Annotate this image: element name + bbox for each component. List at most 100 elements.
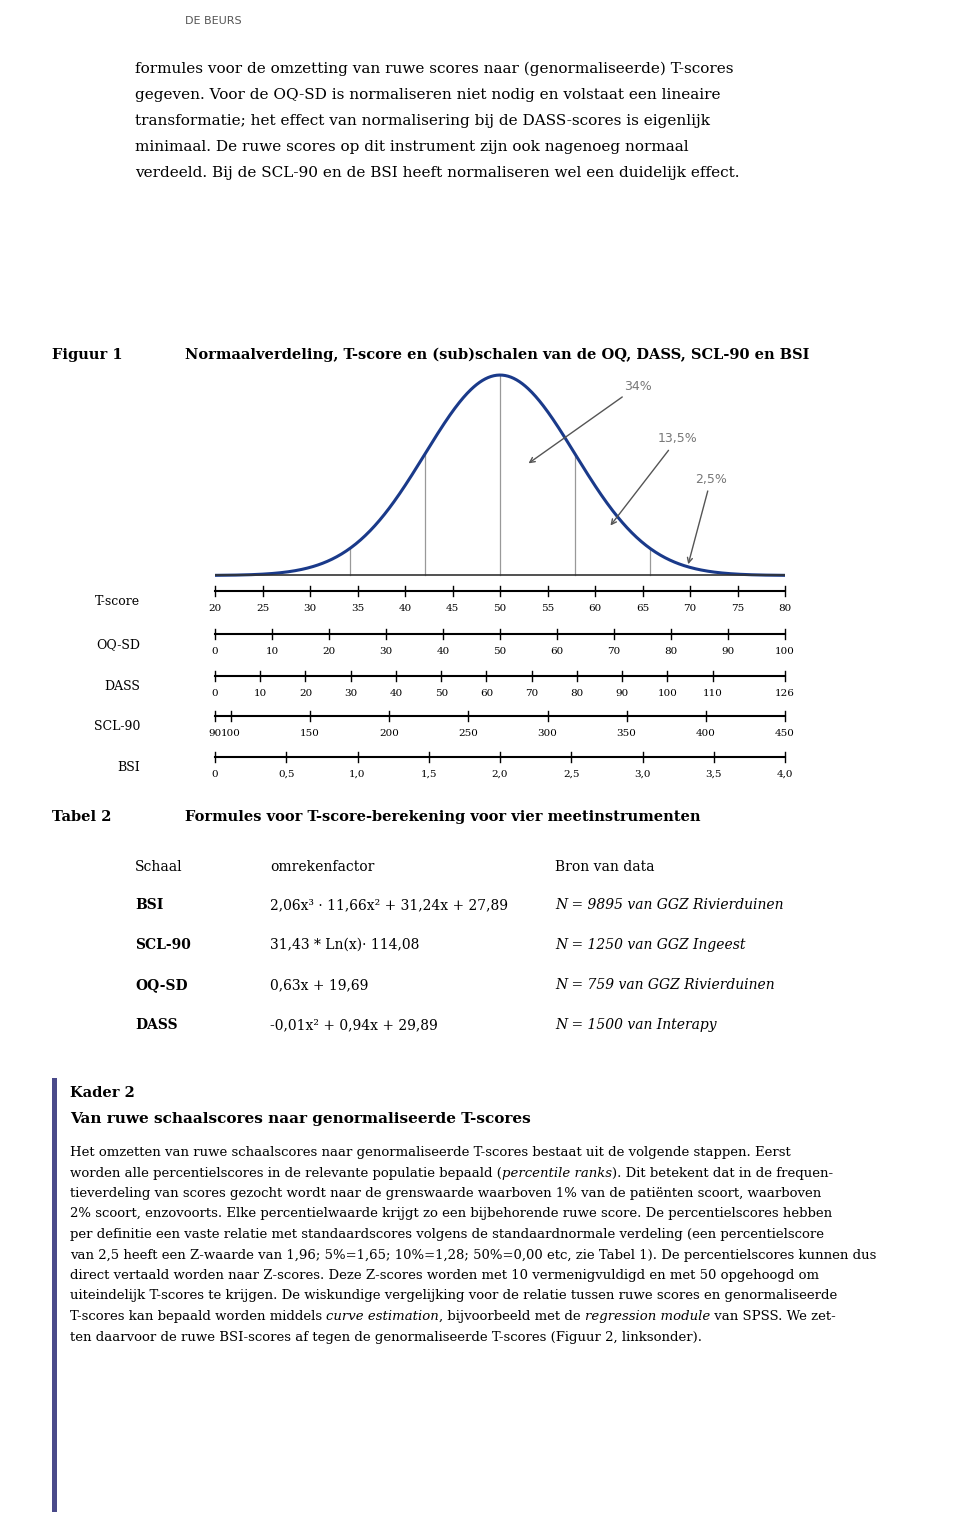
Text: 25: 25 <box>256 604 269 613</box>
Text: curve estimation: curve estimation <box>326 1310 439 1323</box>
Text: gegeven. Voor de OQ-SD is normaliseren niet nodig en volstaat een lineaire: gegeven. Voor de OQ-SD is normaliseren n… <box>135 88 721 102</box>
Text: 20: 20 <box>299 689 312 699</box>
Text: N = 9895 van GGZ Rivierduinen: N = 9895 van GGZ Rivierduinen <box>555 898 783 912</box>
Text: 70: 70 <box>525 689 539 699</box>
Text: 100: 100 <box>221 729 241 738</box>
Text: N = 759 van GGZ Rivierduinen: N = 759 van GGZ Rivierduinen <box>555 979 775 992</box>
Text: 90: 90 <box>615 689 629 699</box>
Text: DE BEURS: DE BEURS <box>185 17 242 26</box>
Text: omrekenfactor: omrekenfactor <box>270 860 374 874</box>
Text: van SPSS. We zet-: van SPSS. We zet- <box>710 1310 836 1323</box>
Text: 40: 40 <box>390 689 402 699</box>
Text: minimaal. De ruwe scores op dit instrument zijn ook nagenoeg normaal: minimaal. De ruwe scores op dit instrume… <box>135 140 688 154</box>
Text: 0,5: 0,5 <box>278 770 295 779</box>
Text: Formules voor T-score-berekening voor vier meetinstrumenten: Formules voor T-score-berekening voor vi… <box>185 810 701 823</box>
Text: 110: 110 <box>703 689 723 699</box>
Text: 80: 80 <box>570 689 584 699</box>
Text: 4,0: 4,0 <box>777 770 793 779</box>
Text: 13,5%: 13,5% <box>612 432 697 524</box>
Text: 40: 40 <box>437 647 449 656</box>
Text: OQ-SD: OQ-SD <box>96 638 140 651</box>
Text: 1,0: 1,0 <box>349 770 366 779</box>
Text: 20: 20 <box>208 604 222 613</box>
Text: N = 1500 van Interapy: N = 1500 van Interapy <box>555 1018 716 1032</box>
Text: 55: 55 <box>540 604 554 613</box>
Text: T-score: T-score <box>95 595 140 607</box>
Text: T-scores kan bepaald worden middels: T-scores kan bepaald worden middels <box>70 1310 326 1323</box>
Text: 75: 75 <box>731 604 744 613</box>
Text: 34%: 34% <box>530 379 652 463</box>
Text: 2,5: 2,5 <box>563 770 580 779</box>
Text: 100: 100 <box>658 689 678 699</box>
Text: Figuur 1: Figuur 1 <box>52 349 123 362</box>
Text: formules voor de omzetting van ruwe scores naar (genormaliseerde) T-scores: formules voor de omzetting van ruwe scor… <box>135 62 733 76</box>
Text: 10: 10 <box>265 647 278 656</box>
Text: 0: 0 <box>212 647 218 656</box>
Text: 0,63x + 19,69: 0,63x + 19,69 <box>270 979 369 992</box>
Text: ten daarvoor de ruwe BSI-scores af tegen de genormaliseerde T-scores (Figuur 2, : ten daarvoor de ruwe BSI-scores af tegen… <box>70 1330 702 1344</box>
Text: DASS: DASS <box>104 680 140 693</box>
Text: 90: 90 <box>721 647 734 656</box>
Text: Schaal: Schaal <box>135 860 182 874</box>
Text: 10: 10 <box>253 689 267 699</box>
Text: 90: 90 <box>208 729 222 738</box>
Text: Tabel 2: Tabel 2 <box>52 810 111 823</box>
Text: worden alle percentielscores in de relevante populatie bepaald (: worden alle percentielscores in de relev… <box>70 1166 502 1180</box>
Text: 150: 150 <box>300 729 320 738</box>
Text: per definitie een vaste relatie met standaardscores volgens de standaardnormale : per definitie een vaste relatie met stan… <box>70 1228 824 1240</box>
Text: 80: 80 <box>779 604 792 613</box>
Text: transformatie; het effect van normalisering bij de DASS-scores is eigenlijk: transformatie; het effect van normaliser… <box>135 114 710 128</box>
Text: 350: 350 <box>616 729 636 738</box>
Text: uiteindelijk T-scores te krijgen. De wiskundige vergelijking voor de relatie tus: uiteindelijk T-scores te krijgen. De wis… <box>70 1289 837 1303</box>
Text: Kader 2: Kader 2 <box>70 1087 134 1100</box>
Text: 31,43 * Ln(x)· 114,08: 31,43 * Ln(x)· 114,08 <box>270 938 420 951</box>
Text: tieverdeling van scores gezocht wordt naar de grenswaarde waarboven 1% van de pa: tieverdeling van scores gezocht wordt na… <box>70 1187 821 1199</box>
Text: 2,0: 2,0 <box>492 770 508 779</box>
Text: -0,01x² + 0,94x + 29,89: -0,01x² + 0,94x + 29,89 <box>270 1018 438 1032</box>
Text: 65: 65 <box>636 604 649 613</box>
Text: Het omzetten van ruwe schaalscores naar genormaliseerde T-scores bestaat uit de : Het omzetten van ruwe schaalscores naar … <box>70 1146 791 1158</box>
Text: 70: 70 <box>608 647 620 656</box>
Text: 300: 300 <box>538 729 558 738</box>
Text: DASS: DASS <box>135 1018 178 1032</box>
Text: verdeeld. Bij de SCL-90 en de BSI heeft normaliseren wel een duidelijk effect.: verdeeld. Bij de SCL-90 en de BSI heeft … <box>135 166 739 180</box>
Text: 0: 0 <box>212 689 218 699</box>
Text: 126: 126 <box>775 689 795 699</box>
Text: Van ruwe schaalscores naar genormaliseerde T-scores: Van ruwe schaalscores naar genormaliseer… <box>70 1113 531 1126</box>
Text: 30: 30 <box>344 689 357 699</box>
Text: 50: 50 <box>493 647 507 656</box>
Text: 50: 50 <box>435 689 447 699</box>
Text: BSI: BSI <box>117 761 140 775</box>
Text: 50: 50 <box>493 604 507 613</box>
Text: 30: 30 <box>379 647 393 656</box>
Text: 450: 450 <box>775 729 795 738</box>
Text: regression module: regression module <box>585 1310 710 1323</box>
Text: 3,5: 3,5 <box>706 770 722 779</box>
Text: percentile ranks: percentile ranks <box>502 1166 612 1180</box>
Bar <box>52 1078 57 1511</box>
Text: 2% scoort, enzovoorts. Elke percentielwaarde krijgt zo een bijbehorende ruwe sco: 2% scoort, enzovoorts. Elke percentielwa… <box>70 1207 832 1221</box>
Text: 60: 60 <box>480 689 493 699</box>
Text: 2,5%: 2,5% <box>687 472 727 563</box>
Text: 2,06x³ · 11,66x² + 31,24x + 27,89: 2,06x³ · 11,66x² + 31,24x + 27,89 <box>270 898 508 912</box>
Text: 1,5: 1,5 <box>420 770 437 779</box>
Text: 0: 0 <box>212 770 218 779</box>
Text: Bron van data: Bron van data <box>555 860 655 874</box>
Text: N = 1250 van GGZ Ingeest: N = 1250 van GGZ Ingeest <box>555 938 746 951</box>
Text: 80: 80 <box>664 647 678 656</box>
Text: OQ-SD: OQ-SD <box>135 979 187 992</box>
Text: 30: 30 <box>303 604 317 613</box>
Text: SCL-90: SCL-90 <box>94 720 140 734</box>
Text: SCL-90: SCL-90 <box>135 938 191 951</box>
Text: 100: 100 <box>775 647 795 656</box>
Text: Normaalverdeling, T-score en (sub)schalen van de OQ, DASS, SCL-90 en BSI: Normaalverdeling, T-score en (sub)schale… <box>185 349 809 362</box>
Text: direct vertaald worden naar Z-scores. Deze Z-scores worden met 10 vermenigvuldig: direct vertaald worden naar Z-scores. De… <box>70 1269 819 1282</box>
Text: 70: 70 <box>684 604 697 613</box>
Text: 20: 20 <box>323 647 336 656</box>
Text: BSI: BSI <box>135 898 163 912</box>
Text: van 2,5 heeft een Z-waarde van 1,96; 5%=1,65; 10%=1,28; 50%=0,00 etc, zie Tabel : van 2,5 heeft een Z-waarde van 1,96; 5%=… <box>70 1248 876 1262</box>
Text: 45: 45 <box>445 604 459 613</box>
Text: 200: 200 <box>379 729 399 738</box>
Text: 60: 60 <box>588 604 602 613</box>
Text: 60: 60 <box>550 647 564 656</box>
